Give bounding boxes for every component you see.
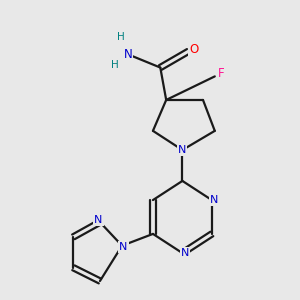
- Text: N: N: [181, 248, 189, 258]
- Text: F: F: [218, 67, 225, 80]
- Text: O: O: [189, 44, 198, 56]
- Text: H: H: [111, 60, 119, 70]
- Text: H: H: [117, 32, 124, 42]
- Text: N: N: [210, 195, 218, 205]
- Text: N: N: [178, 145, 187, 155]
- Text: N: N: [119, 242, 128, 252]
- Text: N: N: [94, 215, 103, 225]
- Text: N: N: [124, 48, 132, 61]
